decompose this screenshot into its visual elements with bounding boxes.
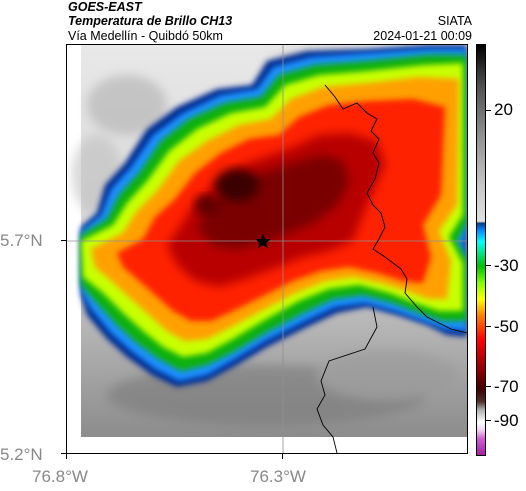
convective-cloud-system <box>81 45 467 387</box>
colorbar-label: -50 <box>494 317 519 336</box>
map-canvas <box>67 45 467 453</box>
lon-label: 76.8°W <box>32 467 88 486</box>
lat-tick <box>61 240 66 241</box>
colorbar-label: -90 <box>494 411 519 430</box>
colorbar-label: 20 <box>494 100 513 119</box>
org-label: SIATA <box>437 14 472 28</box>
lat-label: 5.2°N <box>0 445 43 464</box>
lon-tick <box>66 454 67 459</box>
colorbar-tick <box>486 386 491 387</box>
colorbar-tick <box>486 265 491 266</box>
colorbar-tick <box>486 420 491 421</box>
satellite-title: GOES-EAST <box>68 0 142 14</box>
product-title: Temperatura de Brillo CH13 <box>68 14 233 28</box>
region-subtitle: Vía Medellín - Quibdó 50km <box>68 29 223 43</box>
colorbar-tick <box>486 110 491 111</box>
datetime-label: 2024-01-21 00:09 <box>373 29 472 43</box>
colorbar-label: -30 <box>494 256 519 275</box>
lat-label: 5.7°N <box>0 231 43 250</box>
star-icon <box>255 234 271 248</box>
lat-tick <box>61 453 66 454</box>
colorbar-label: -70 <box>494 377 519 396</box>
temperature-colorbar <box>476 44 486 456</box>
lon-label: 76.3°W <box>250 467 306 486</box>
boundary-line <box>324 84 467 334</box>
satellite-map <box>66 44 468 454</box>
colorbar-tick <box>486 326 491 327</box>
river-line <box>316 306 378 453</box>
lon-tick <box>282 454 283 459</box>
